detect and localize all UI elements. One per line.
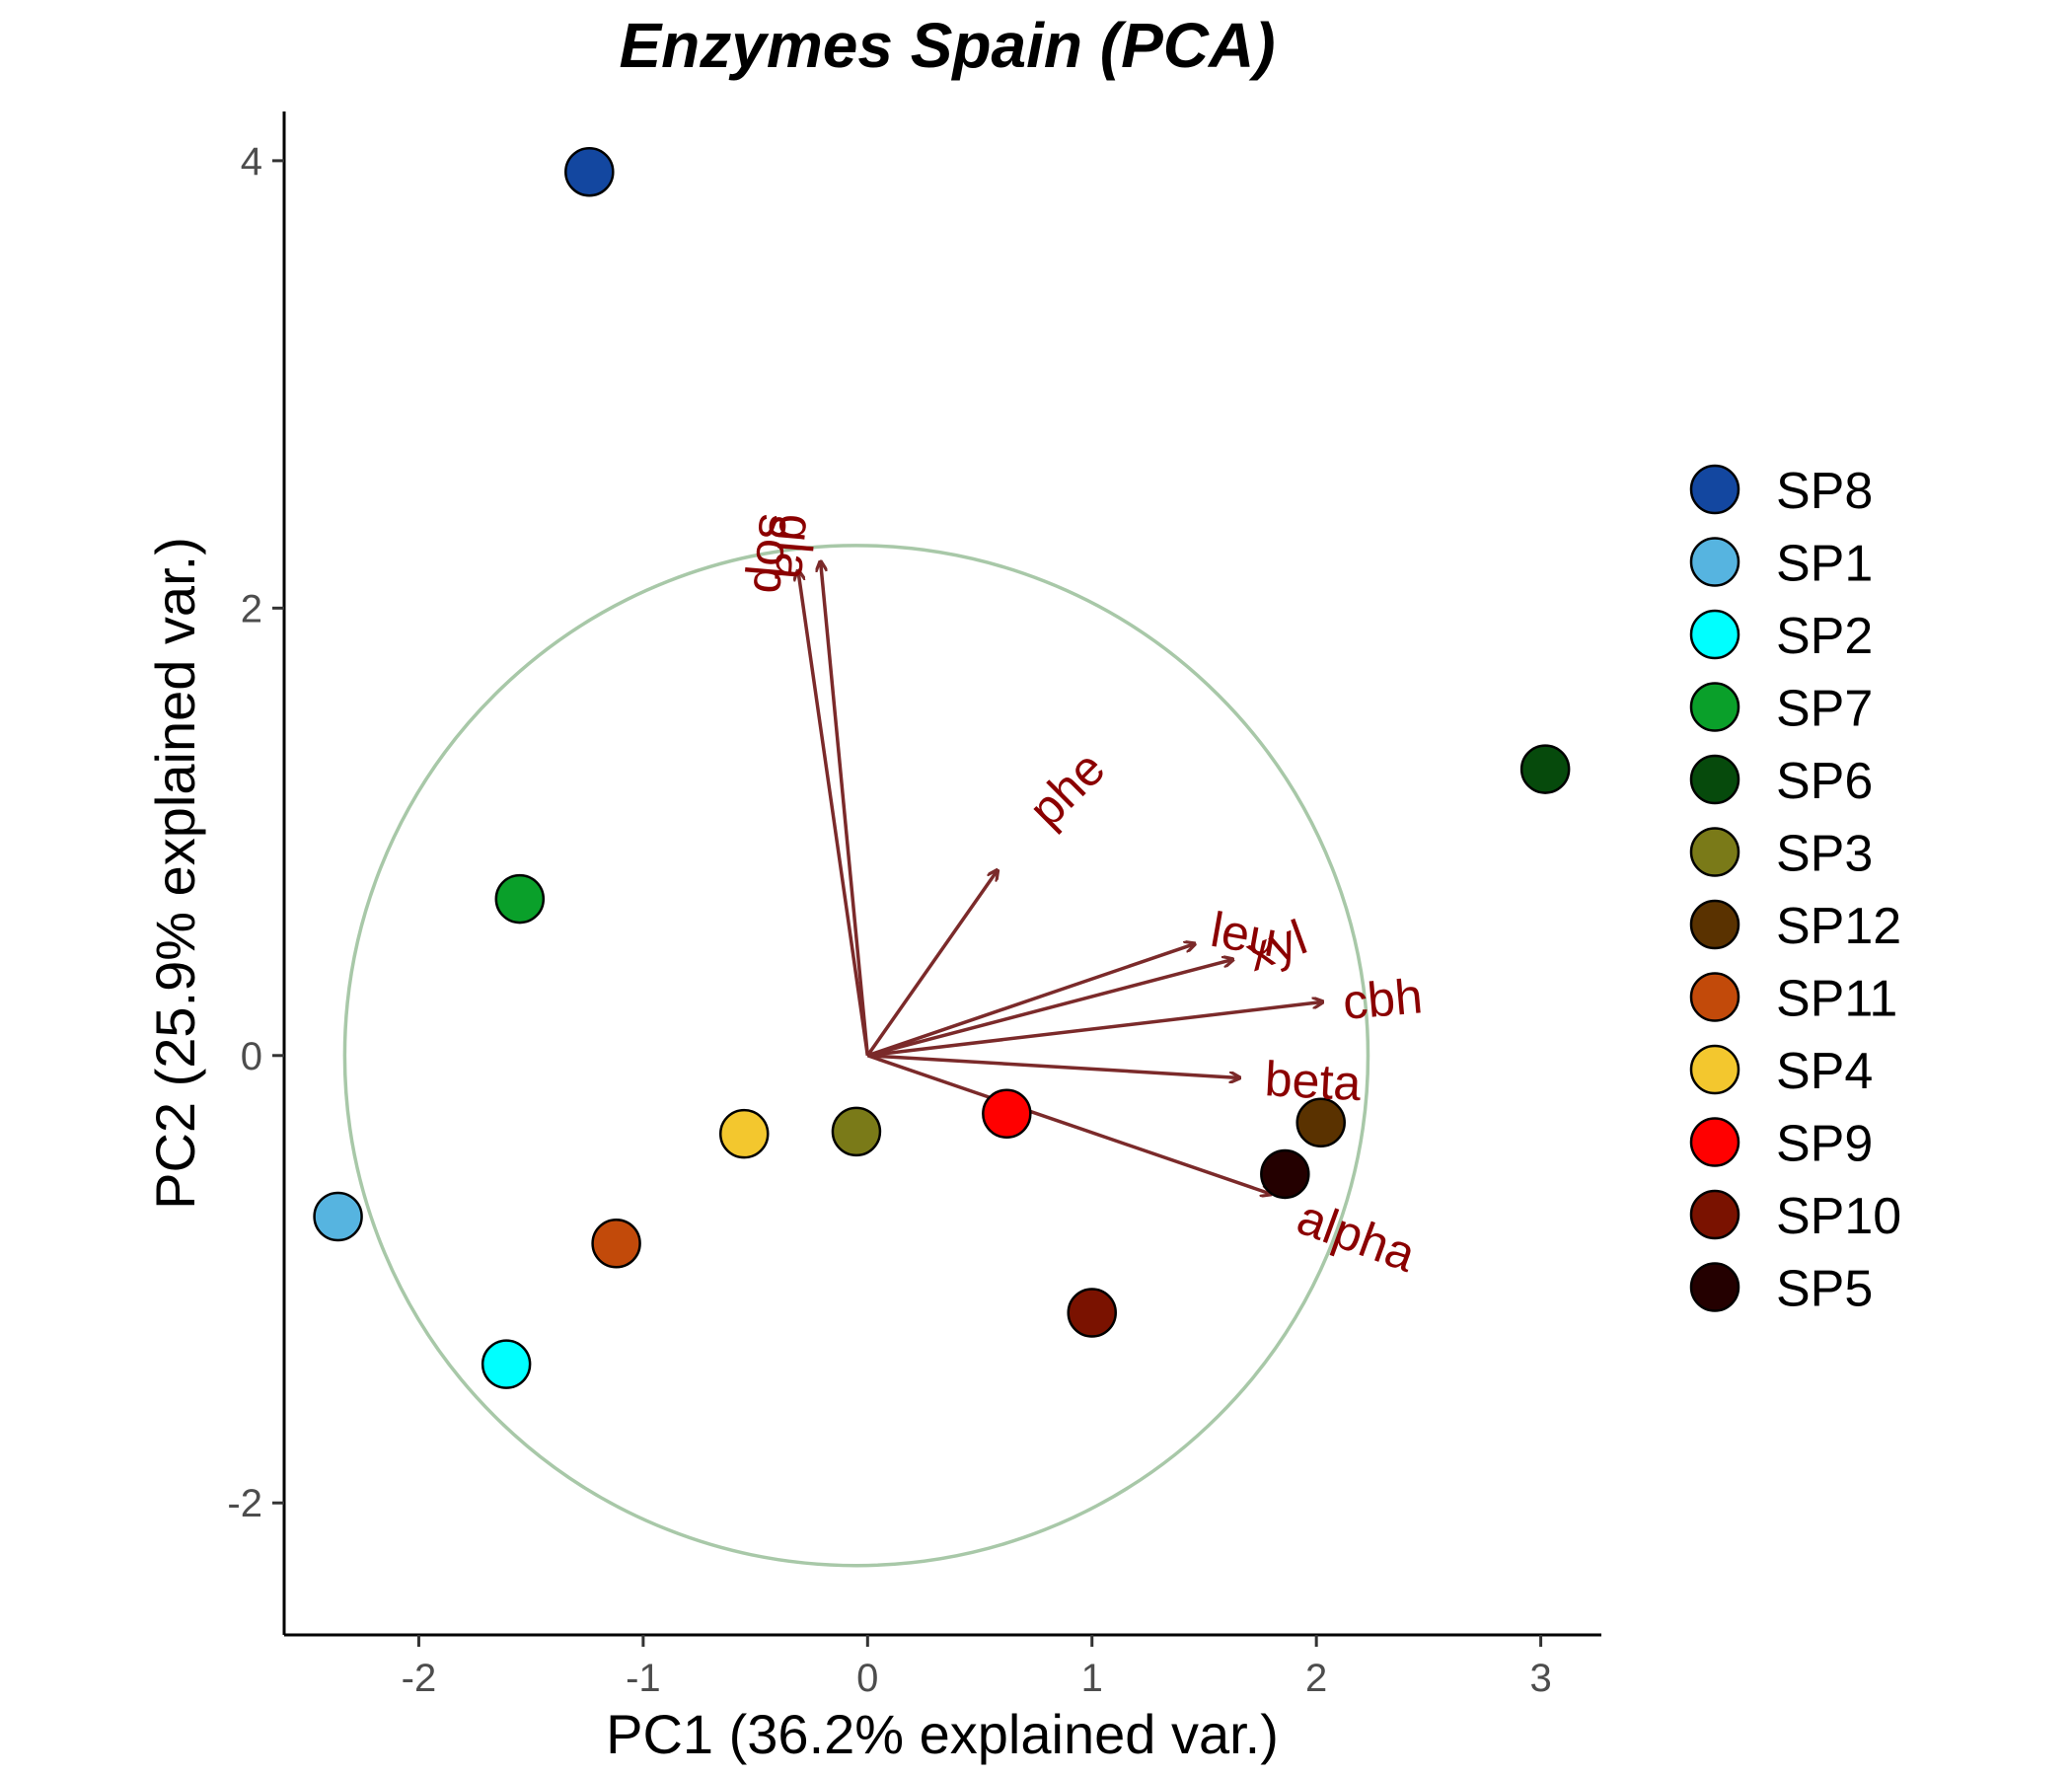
legend-key <box>1689 827 1740 877</box>
legend-label: SP10 <box>1776 1188 1901 1245</box>
y-tick-label: 2 <box>241 587 262 630</box>
point-sp12 <box>1295 1097 1346 1148</box>
legend-key <box>1689 464 1740 515</box>
loading-arrow-phe <box>865 870 998 1057</box>
point-sp1 <box>313 1191 363 1242</box>
point-sp11 <box>591 1218 641 1269</box>
x-tick-label: -1 <box>626 1657 661 1700</box>
legend-key <box>1689 1262 1740 1312</box>
legend-item-sp3: SP3 <box>1689 826 1873 883</box>
x-tick-label: 2 <box>1305 1657 1327 1700</box>
x-tick-label: 3 <box>1529 1657 1551 1700</box>
loading-label-beta: beta <box>1264 1051 1363 1111</box>
point-sp3 <box>831 1106 882 1157</box>
legend-key <box>1689 899 1740 950</box>
point-sp6 <box>1519 744 1571 794</box>
point-sp10 <box>1067 1288 1117 1338</box>
legend-item-sp1: SP1 <box>1689 536 1873 593</box>
loading-label-alpha: alpha <box>1291 1189 1423 1283</box>
legend-item-sp8: SP8 <box>1689 463 1873 520</box>
x-axis-ticks: -2 -1 0 1 2 3 <box>402 1635 1552 1700</box>
x-tick-label: 1 <box>1081 1657 1103 1700</box>
y-tick-label: 0 <box>241 1035 262 1078</box>
loading-arrow-leu <box>866 943 1195 1058</box>
legend-key <box>1689 537 1740 587</box>
legend-item-sp6: SP6 <box>1689 753 1873 810</box>
loading-label-gla: gla <box>764 512 825 583</box>
correlation-circle <box>342 544 1370 1568</box>
legend-label: SP4 <box>1776 1043 1873 1100</box>
legend-key <box>1689 972 1740 1022</box>
legend: SP8 SP1 SP2 SP7 SP6 SP3 SP12 SP11 SP4 SP9 SP10 SP5 <box>1689 463 1901 1318</box>
legend-label: SP12 <box>1776 898 1901 955</box>
legend-label: SP8 <box>1776 463 1873 520</box>
loading-label-cbh: cbh <box>1341 968 1425 1030</box>
loading-arrow-alpha <box>866 1054 1271 1195</box>
legend-key <box>1689 609 1740 660</box>
point-sp5 <box>1260 1148 1310 1200</box>
legend-label: SP2 <box>1776 608 1873 665</box>
x-tick-label: 0 <box>856 1657 878 1700</box>
loading-label-leu: leu <box>1207 902 1281 968</box>
legend-key <box>1689 754 1740 805</box>
legend-label: SP3 <box>1776 826 1873 883</box>
chart-title: Enzymes Spain (PCA) <box>619 10 1275 81</box>
legend-item-sp7: SP7 <box>1689 681 1873 738</box>
y-tick-label: -2 <box>227 1482 262 1525</box>
y-axis-title: PC2 (25.9% explained var.) <box>144 537 206 1210</box>
y-tick-label: 4 <box>241 140 262 184</box>
point-sp7 <box>494 873 546 925</box>
loading-arrow-sop <box>798 570 870 1057</box>
loading-arrow-xyl <box>866 959 1233 1058</box>
point-sp8 <box>564 146 615 197</box>
legend-item-sp4: SP4 <box>1689 1043 1873 1100</box>
point-sp2 <box>481 1339 532 1389</box>
legend-label: SP6 <box>1776 753 1873 810</box>
loading-label-sop: sop <box>743 512 805 596</box>
x-tick-label: -2 <box>402 1657 437 1700</box>
legend-label: SP1 <box>1776 536 1873 593</box>
loading-label-phe: phe <box>1018 740 1116 838</box>
y-axis-ticks: -2 0 2 4 <box>227 140 284 1525</box>
x-axis-title: PC1 (36.2% explained var.) <box>606 1703 1279 1765</box>
legend-item-sp9: SP9 <box>1689 1116 1873 1173</box>
legend-key <box>1689 1044 1740 1095</box>
legend-label: SP7 <box>1776 681 1873 738</box>
legend-item-sp2: SP2 <box>1689 608 1873 665</box>
legend-item-sp5: SP5 <box>1689 1261 1873 1318</box>
loading-arrow-beta <box>867 1054 1240 1078</box>
legend-key <box>1689 1189 1740 1240</box>
loading-arrow-cbh <box>867 1001 1323 1058</box>
point-sp9 <box>982 1088 1032 1139</box>
legend-label: SP11 <box>1776 971 1897 1028</box>
legend-item-sp12: SP12 <box>1689 898 1901 955</box>
loading-arrow-gla <box>821 561 870 1056</box>
legend-label: SP5 <box>1776 1261 1873 1318</box>
point-sp4 <box>718 1108 770 1159</box>
legend-item-sp11: SP11 <box>1689 971 1897 1028</box>
legend-item-sp10: SP10 <box>1689 1188 1901 1245</box>
legend-key <box>1689 682 1740 732</box>
legend-key <box>1689 1117 1740 1167</box>
legend-label: SP9 <box>1776 1116 1873 1173</box>
